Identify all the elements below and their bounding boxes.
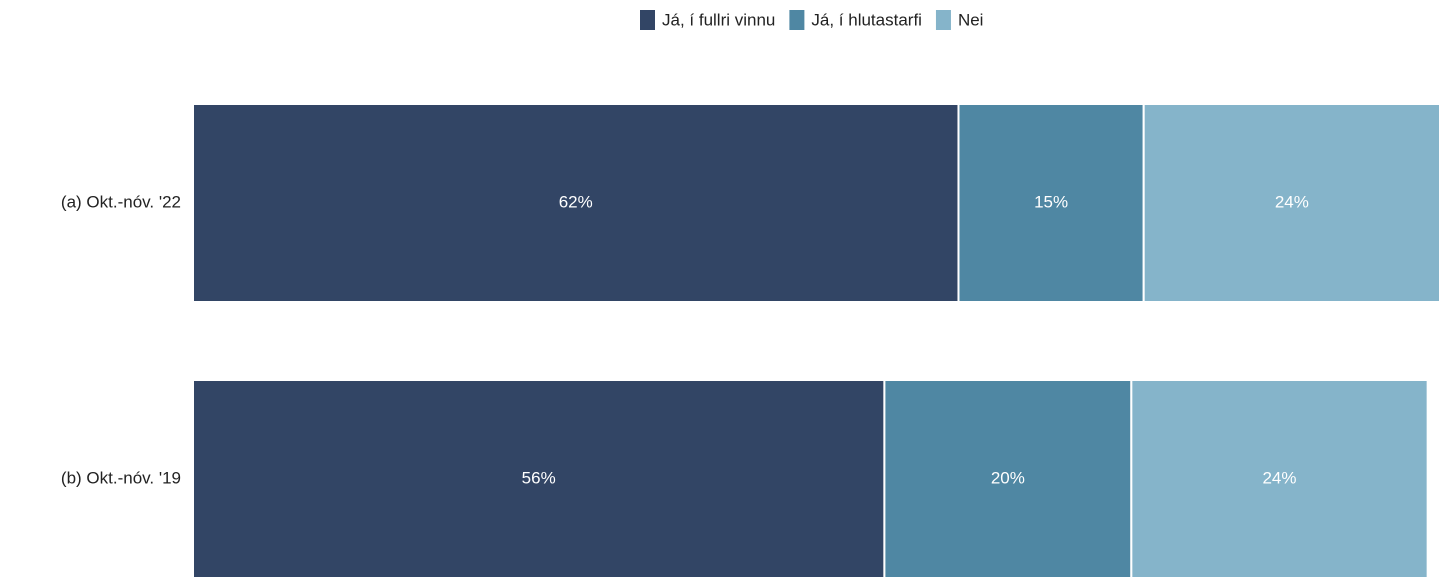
bar-segment	[1142, 103, 1440, 303]
value-label: 20%	[991, 468, 1025, 487]
legend-swatch	[935, 10, 951, 30]
legend-item: Já, í fullri vinnu	[640, 10, 775, 30]
legend-swatch	[789, 10, 805, 30]
y-tick-label: (b) Okt.-nóv. '19	[61, 468, 181, 487]
value-label: 24%	[1275, 192, 1309, 211]
legend-item: Já, í hlutastarfi	[789, 10, 922, 30]
y-tick-label: (a) Okt.-nóv. '22	[61, 192, 181, 211]
value-label: 56%	[522, 468, 556, 487]
bar-segment	[957, 103, 1145, 303]
bar-segment	[192, 103, 960, 303]
value-label: 24%	[1262, 468, 1296, 487]
value-label: 62%	[559, 192, 593, 211]
legend-label: Já, í fullri vinnu	[662, 10, 775, 29]
bar-segment	[1130, 379, 1429, 577]
legend-label: Nei	[958, 10, 984, 29]
bar-segment	[192, 379, 886, 577]
legend-item: Nei	[935, 10, 984, 30]
legend-swatch	[640, 10, 655, 30]
value-label: 15%	[1034, 192, 1068, 211]
legend-label: Já, í hlutastarfi	[811, 10, 922, 29]
